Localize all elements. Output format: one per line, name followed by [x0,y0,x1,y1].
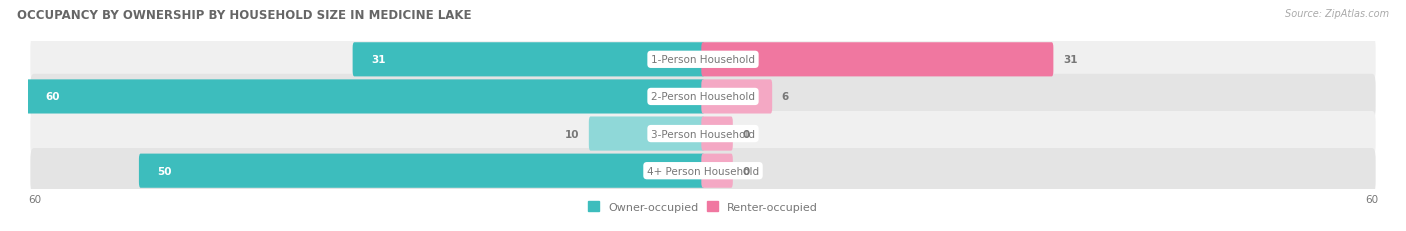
FancyBboxPatch shape [31,148,1375,194]
Text: 10: 10 [565,129,579,139]
Text: 60: 60 [45,92,59,102]
FancyBboxPatch shape [702,80,772,114]
Text: 60: 60 [28,194,41,204]
FancyBboxPatch shape [31,37,1375,83]
Text: 1-Person Household: 1-Person Household [651,55,755,65]
FancyBboxPatch shape [353,43,704,77]
Text: 60: 60 [1365,194,1378,204]
FancyBboxPatch shape [702,43,1053,77]
Text: 4+ Person Household: 4+ Person Household [647,166,759,176]
Text: 50: 50 [157,166,172,176]
Text: Source: ZipAtlas.com: Source: ZipAtlas.com [1285,9,1389,19]
FancyBboxPatch shape [31,111,1375,157]
Text: 2-Person Household: 2-Person Household [651,92,755,102]
FancyBboxPatch shape [139,154,704,188]
FancyBboxPatch shape [702,117,733,151]
Text: 31: 31 [371,55,385,65]
FancyBboxPatch shape [702,154,733,188]
FancyBboxPatch shape [589,117,704,151]
FancyBboxPatch shape [27,80,704,114]
Text: 0: 0 [742,166,749,176]
Text: 6: 6 [782,92,789,102]
Text: OCCUPANCY BY OWNERSHIP BY HOUSEHOLD SIZE IN MEDICINE LAKE: OCCUPANCY BY OWNERSHIP BY HOUSEHOLD SIZE… [17,9,471,22]
FancyBboxPatch shape [31,74,1375,120]
Text: 0: 0 [742,129,749,139]
Legend: Owner-occupied, Renter-occupied: Owner-occupied, Renter-occupied [583,197,823,216]
Text: 3-Person Household: 3-Person Household [651,129,755,139]
Text: 31: 31 [1063,55,1077,65]
